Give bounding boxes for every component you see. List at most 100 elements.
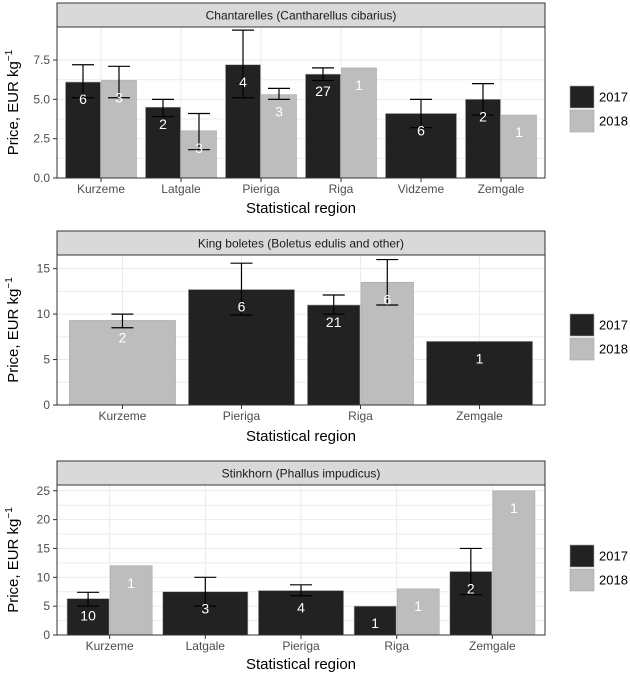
- x-tick-label: Pieriga: [223, 409, 261, 423]
- bar-zemgale-2018: [492, 490, 536, 636]
- legend: 2017 2018: [569, 544, 628, 592]
- x-tick-label: Zemgale: [469, 639, 516, 653]
- x-tick-label: Riga: [329, 182, 354, 196]
- y-tick-label: 0: [43, 398, 50, 412]
- bar-count-label: 3: [115, 89, 123, 105]
- y-tick-label: 5.0: [33, 92, 50, 106]
- y-axis-title-superscript: −1: [4, 277, 15, 289]
- legend-label-2017: 2017: [599, 318, 628, 333]
- y-axis-title: Price, EUR kg−1: [4, 277, 22, 383]
- facet-strip: [56, 230, 546, 256]
- bar-count-label: 4: [297, 600, 305, 616]
- bar-count-label: 27: [315, 83, 331, 99]
- y-tick-label: 15: [37, 541, 51, 555]
- y-axis-title-text: Price, EUR kg: [5, 289, 22, 383]
- x-axis-title: Statistical region: [246, 200, 356, 217]
- y-axis-title: Price, EUR kg−1: [4, 49, 22, 155]
- legend-key-2017: [569, 85, 595, 109]
- legend-label-2018: 2018: [599, 342, 628, 357]
- y-axis-title-text: Price, EUR kg: [5, 519, 22, 613]
- bar-count-label: 6: [79, 91, 87, 107]
- y-axis-title: Price, EUR kg−1: [4, 507, 22, 613]
- bar-zemgale-2017: [426, 341, 533, 406]
- facet-strip: [56, 2, 546, 28]
- bar-kurzeme-2018: [109, 565, 153, 636]
- legend-key-2017: [569, 544, 595, 568]
- legend-label-2017: 2017: [599, 549, 628, 564]
- facet-title: King boletes (Boletus edulis and other): [198, 237, 404, 251]
- x-axis-title: Statistical region: [246, 428, 356, 445]
- y-axis-title-superscript: −1: [4, 507, 15, 519]
- y-tick-label: 10: [37, 307, 51, 321]
- bar-riga-2017: [353, 605, 397, 636]
- bar-count-label: 6: [383, 291, 391, 307]
- bar-latgale-2017: [145, 106, 181, 179]
- bar-count-label: 2: [467, 581, 475, 597]
- bar-count-label: 2: [119, 329, 127, 345]
- x-tick-label: Kurzeme: [86, 639, 134, 653]
- y-tick-label: 5: [43, 353, 50, 367]
- x-tick-label: Kurzeme: [77, 182, 125, 196]
- y-tick-label: 5: [43, 599, 50, 613]
- bar-count-label: 2: [159, 116, 167, 132]
- bar-pieriga-2018: [261, 94, 297, 179]
- legend: 2017 2018: [569, 313, 628, 361]
- x-tick-label: Vidzeme: [398, 182, 445, 196]
- bar-zemgale-2018: [501, 114, 537, 179]
- x-tick-label: Riga: [384, 639, 409, 653]
- y-axis-title-superscript: −1: [4, 49, 15, 61]
- x-tick-label: Zemgale: [478, 182, 525, 196]
- x-tick-label: Zemgale: [456, 409, 503, 423]
- bar-count-label: 1: [355, 77, 363, 93]
- panel-3: 10 1 3 4 1 1 2 1 Stinkhorn (Phallus impudicus) 0 5…: [4, 460, 628, 673]
- bar-riga-2017: [305, 73, 341, 179]
- facet-title: Chantarelles (Cantharellus cibarius): [206, 9, 397, 23]
- x-tick-label: Riga: [348, 409, 373, 423]
- bar-count-label: 1: [414, 598, 422, 614]
- bar-count-label: 3: [201, 601, 209, 617]
- bar-count-label: 1: [476, 350, 484, 366]
- plot-area: [57, 27, 545, 178]
- bar-riga-2018: [396, 588, 440, 636]
- y-axis-title-text: Price, EUR kg: [5, 61, 22, 155]
- bar-count-label: 1: [515, 124, 523, 140]
- panel-2: 2 6 21 6 1 King boletes (Boletus edulis and o…: [4, 230, 628, 445]
- x-tick-label: Latgale: [186, 639, 226, 653]
- legend-key-2018: [569, 337, 595, 361]
- bar-count-label: 6: [238, 299, 246, 315]
- bar-count-label: 1: [127, 575, 135, 591]
- facet-title: Stinkhorn (Phallus impudicus): [222, 467, 381, 481]
- bar-riga-2017: [307, 304, 361, 406]
- x-tick-label: Latgale: [161, 182, 201, 196]
- x-tick-label: Kurzeme: [98, 409, 146, 423]
- bar-count-label: 21: [326, 314, 342, 330]
- facet-strip: [56, 460, 546, 486]
- legend-label-2018: 2018: [599, 114, 628, 129]
- y-tick-label: 0.0: [33, 171, 50, 185]
- bar-count-label: 2: [479, 108, 487, 124]
- bar-count-label: 1: [510, 500, 518, 516]
- x-axis-title: Statistical region: [246, 656, 356, 673]
- bar-count-label: 4: [239, 74, 247, 90]
- y-tick-label: 10: [37, 570, 51, 584]
- bar-count-label: 6: [417, 123, 425, 139]
- bar-count-label: 3: [195, 140, 203, 156]
- y-tick-label: 20: [37, 513, 51, 527]
- legend: 2017 2018: [569, 85, 628, 133]
- x-tick-label: Pieriga: [242, 182, 280, 196]
- y-tick-label: 7.5: [33, 53, 50, 67]
- y-tick-label: 0: [43, 628, 50, 642]
- bar-count-label: 1: [371, 615, 379, 631]
- y-tick-label: 25: [37, 484, 51, 498]
- legend-key-2018: [569, 109, 595, 133]
- x-tick-label: Pieriga: [282, 639, 320, 653]
- bar-pieriga-2017: [258, 590, 344, 636]
- bar-kurzeme-2018: [69, 320, 176, 406]
- bar-riga-2018: [341, 67, 377, 179]
- bar-count-label: 10: [80, 608, 96, 624]
- y-tick-label: 15: [37, 262, 51, 276]
- bar-count-label: 3: [275, 104, 283, 120]
- y-tick-label: 2.5: [33, 132, 50, 146]
- legend-key-2017: [569, 313, 595, 337]
